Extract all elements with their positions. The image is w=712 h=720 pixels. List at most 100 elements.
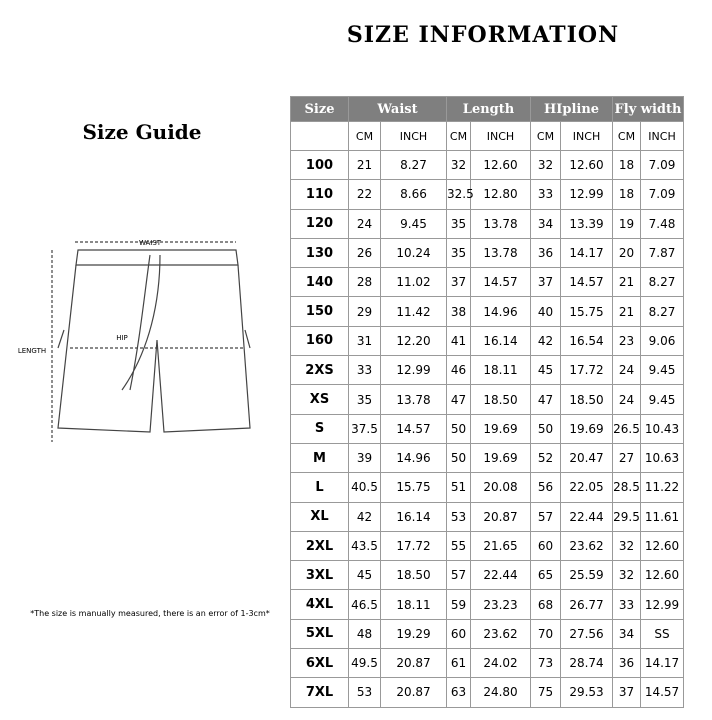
value-cell: 12.20 [380, 325, 447, 357]
note: *The size is manually measured, there is… [30, 609, 270, 618]
value-cell: 46 [446, 355, 471, 386]
size-cell: S [290, 413, 349, 444]
value-cell: 14.17 [640, 648, 685, 679]
size-cell: 7XL [290, 677, 349, 708]
value-cell: 49.5 [348, 648, 381, 679]
value-cell: 18.11 [469, 355, 532, 386]
value-cell: 53 [348, 677, 381, 708]
value-cell: 9.45 [640, 355, 685, 386]
value-cell: 24.02 [469, 648, 532, 679]
value-cell: 21 [348, 149, 381, 181]
value-cell: 18.50 [380, 560, 447, 591]
value-cell: 33 [530, 179, 562, 210]
value-cell: 11.02 [380, 267, 447, 298]
value-cell: 37 [530, 267, 562, 298]
value-cell: 7.09 [640, 149, 685, 181]
value-cell: 22 [348, 179, 381, 210]
value-cell: 32.5 [446, 179, 474, 210]
value-cell: 14.57 [469, 267, 532, 298]
value-cell: 23.62 [560, 530, 614, 562]
value-cell: 21 [612, 267, 642, 298]
value-cell: 36 [612, 648, 642, 679]
size-cell: 120 [290, 208, 349, 239]
value-cell: 24 [612, 355, 642, 386]
header-cell: Length [445, 96, 532, 122]
value-cell: 70 [530, 618, 562, 650]
value-cell: 12.99 [560, 179, 614, 210]
value-cell: 8.66 [380, 179, 447, 210]
table-row: S 37.5 14.57 50 19.69 50 19.69 26.5 10.43 [290, 413, 685, 444]
value-cell: 19.69 [469, 413, 532, 444]
value-cell: 35 [446, 208, 471, 239]
table-row: 150 29 11.42 38 14.96 40 15.75 21 8.27 [290, 296, 685, 327]
value-cell: 34 [530, 208, 562, 239]
value-cell: 33 [348, 355, 381, 386]
table-row: 140 28 11.02 37 14.57 37 14.57 21 8.27 [290, 267, 685, 298]
value-cell: 34 [612, 618, 642, 650]
value-cell: 37 [612, 677, 642, 708]
value-cell: 12.60 [560, 149, 614, 181]
value-cell: 65 [530, 560, 562, 591]
value-cell: 61 [446, 648, 471, 679]
value-cell: 9.45 [380, 208, 447, 239]
guide-title: Size Guide [82, 120, 202, 144]
value-cell: 33 [612, 589, 642, 620]
value-cell: 47 [530, 384, 562, 415]
header-cell: Waist [348, 96, 447, 122]
value-cell: 22.05 [560, 472, 614, 503]
size-cell: 3XL [290, 560, 349, 591]
value-cell: 39 [348, 442, 381, 474]
value-cell: 37.5 [348, 413, 381, 444]
value-cell: 50 [530, 413, 562, 444]
value-cell: 11.22 [640, 472, 685, 503]
value-cell: 29.5 [612, 501, 642, 532]
size-cell: 160 [290, 325, 349, 357]
value-cell: 24.80 [469, 677, 532, 708]
value-cell: 42 [530, 325, 562, 357]
table-row: Size Waist Length HIpline Fly width [290, 96, 685, 122]
value-cell: 16.14 [469, 325, 532, 357]
size-cell: 2XS [290, 355, 349, 386]
size-cell: XL [290, 501, 349, 532]
value-cell: 17.72 [380, 530, 447, 562]
value-cell: 17.72 [560, 355, 614, 386]
unit-cell: CM [348, 121, 381, 151]
value-cell: 13.39 [560, 208, 614, 239]
value-cell: 32 [612, 530, 642, 562]
value-cell: 26 [348, 237, 381, 269]
table-row: 7XL 53 20.87 63 24.80 75 29.53 37 14.57 [290, 677, 685, 708]
value-cell: 20.08 [469, 472, 532, 503]
value-cell: 32 [530, 149, 562, 181]
value-cell: 14.17 [560, 237, 614, 269]
value-cell: 59 [446, 589, 471, 620]
value-cell: 7.48 [640, 208, 685, 239]
value-cell: 73 [530, 648, 562, 679]
value-cell: 8.27 [380, 149, 447, 181]
value-cell: 19.29 [380, 618, 447, 650]
value-cell: 19.69 [560, 413, 614, 444]
value-cell: 57 [530, 501, 562, 532]
table-row: 2XL 43.5 17.72 55 21.65 60 23.62 32 12.60 [290, 530, 685, 562]
value-cell: 55 [446, 530, 471, 562]
value-cell: 50 [446, 413, 471, 444]
size-cell: 100 [290, 149, 349, 181]
value-cell: 13.78 [380, 384, 447, 415]
size-table: Size Waist Length HIpline Fly width CM INCH CM I… [290, 96, 685, 708]
value-cell: 14.96 [469, 296, 532, 327]
value-cell: 45 [530, 355, 562, 386]
value-cell: 12.99 [380, 355, 447, 386]
header-cell: Size [290, 96, 349, 122]
value-cell: 51 [446, 472, 471, 503]
table-row: 2XS 33 12.99 46 18.11 45 17.72 24 9.45 [290, 355, 685, 386]
value-cell: 60 [530, 530, 562, 562]
value-cell: 32 [612, 560, 642, 591]
value-cell: 23.62 [469, 618, 532, 650]
table-row: L 40.5 15.75 51 20.08 56 22.05 28.5 11.22 [290, 472, 685, 503]
table-row: 160 31 12.20 41 16.14 42 16.54 23 9.06 [290, 325, 685, 357]
value-cell: 12.60 [469, 149, 532, 181]
value-cell: 14.57 [380, 413, 447, 444]
value-cell: 47 [446, 384, 471, 415]
value-cell: 42 [348, 501, 381, 532]
value-cell: 11.61 [640, 501, 685, 532]
table-row: 130 26 10.24 35 13.78 36 14.17 20 7.87 [290, 237, 685, 269]
